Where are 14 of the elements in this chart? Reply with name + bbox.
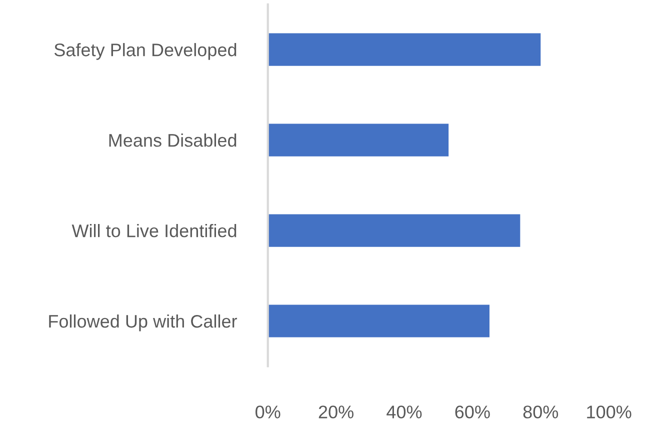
bar [268,124,449,156]
x-tick-label: 100% [587,406,632,418]
bar [268,304,490,338]
y-tick-label: Means Disabled [109,134,236,147]
x-tick-label: 40% [386,406,422,418]
bar [268,33,541,66]
x-tick-label: 80% [523,406,558,418]
y-tick-label: Followed Up with Caller [49,314,238,332]
x-tick-label: 20% [318,406,354,418]
bar [268,214,520,247]
x-tick-label: 0% [256,406,280,418]
y-tick-label: Will to Live Identified [72,224,236,238]
y-tick-label: Safety Plan Developed [54,43,236,60]
x-tick-label: 60% [455,406,490,418]
